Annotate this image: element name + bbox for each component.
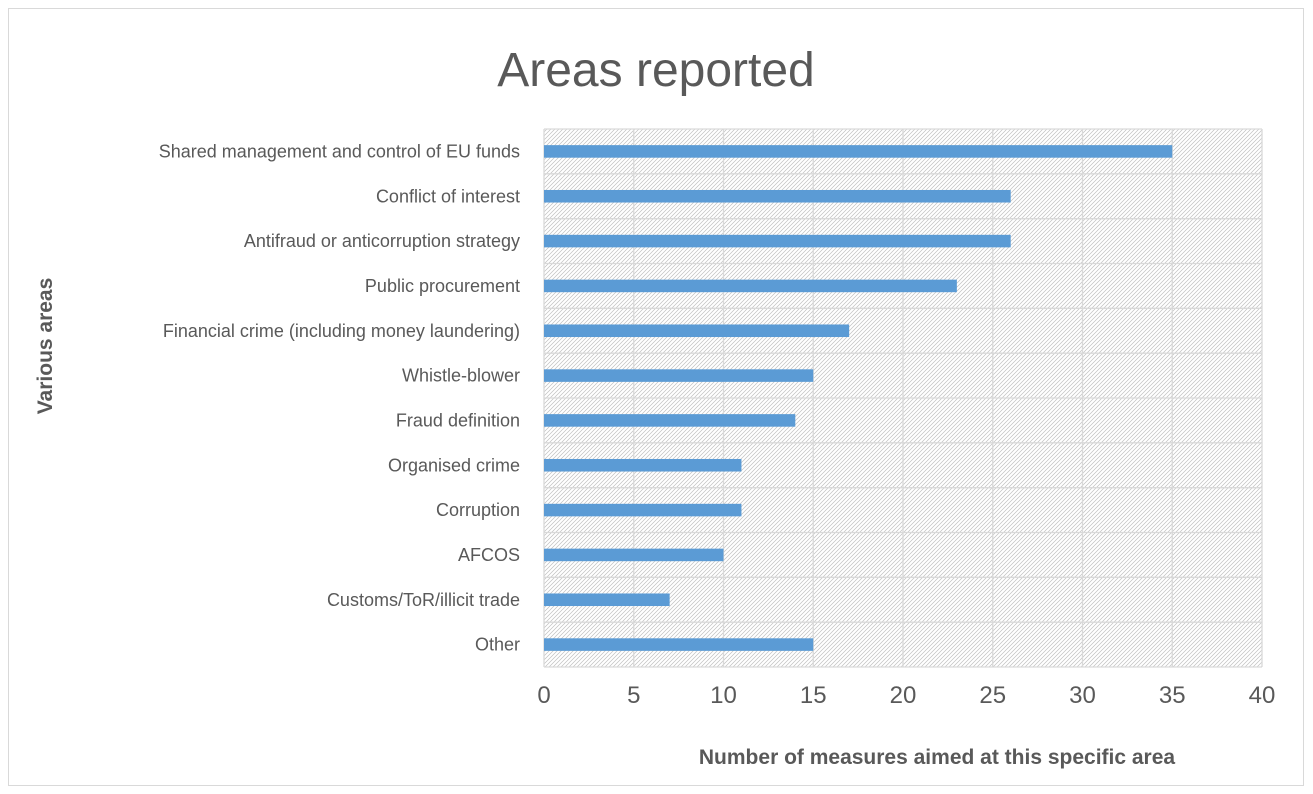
category-label: Other [475, 635, 520, 655]
bar [544, 638, 814, 651]
bar [544, 414, 796, 427]
category-label: Whistle-blower [402, 366, 520, 386]
gridlines [543, 128, 1263, 668]
category-labels: Shared management and control of EU fund… [159, 141, 520, 654]
x-tick-labels: 0 5 10 15 20 25 30 35 40 [537, 682, 1275, 709]
x-tick-label: 40 [1249, 682, 1276, 709]
x-tick-label: 30 [1069, 682, 1096, 709]
category-label: AFCOS [458, 545, 520, 565]
x-tick-label: 0 [537, 682, 550, 709]
bar [544, 503, 742, 517]
bar [544, 234, 1011, 248]
category-label: Fraud definition [396, 410, 520, 430]
bar [544, 369, 814, 382]
bar [544, 548, 724, 562]
x-axis-title: Number of measures aimed at this specifi… [699, 746, 1176, 769]
bars [544, 145, 1173, 651]
category-label: Antifraud or anticorruption strategy [244, 231, 520, 251]
x-tick-label: 15 [800, 682, 827, 709]
category-label: Conflict of interest [376, 186, 520, 206]
chart-title: Areas reported [497, 44, 815, 97]
bar [544, 189, 1011, 203]
x-tick-label: 25 [979, 682, 1006, 709]
category-label: Financial crime (including money launder… [163, 321, 520, 341]
category-label: Customs/ToR/illicit trade [327, 590, 520, 610]
x-tick-label: 10 [710, 682, 737, 709]
bar [544, 145, 1173, 158]
x-tick-label: 35 [1159, 682, 1186, 709]
x-tick-label: 20 [890, 682, 917, 709]
x-tick-label: 5 [627, 682, 640, 709]
category-label: Public procurement [365, 276, 520, 296]
category-label: Corruption [436, 500, 520, 520]
category-label: Organised crime [388, 455, 520, 475]
bar [544, 593, 670, 607]
category-label: Shared management and control of EU fund… [159, 141, 520, 161]
bar [544, 279, 957, 293]
bar [544, 458, 742, 472]
bar [544, 324, 850, 338]
y-axis-title: Various areas [34, 278, 57, 415]
